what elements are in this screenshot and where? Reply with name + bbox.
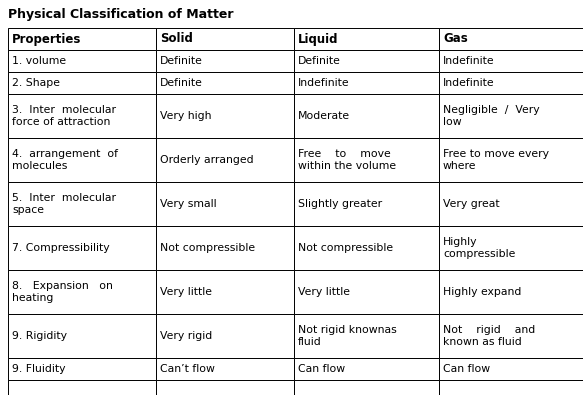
Text: 5.  Inter  molecular
space: 5. Inter molecular space [12, 193, 116, 215]
Bar [8, 50, 156, 72]
Text: Physical Classification of Matter: Physical Classification of Matter [8, 8, 234, 21]
Text: Not compressible: Not compressible [160, 243, 255, 253]
Bar [156, 270, 294, 314]
Bar [8, 182, 156, 226]
Text: Definite: Definite [160, 78, 203, 88]
Bar [156, 28, 294, 50]
Text: Slightly greater: Slightly greater [298, 199, 382, 209]
Text: Negligible  /  Very
low: Negligible / Very low [443, 105, 540, 127]
Text: Very high: Very high [160, 111, 212, 121]
Bar [8, 270, 156, 314]
Bar [439, 226, 583, 270]
Text: Moderate: Moderate [298, 111, 350, 121]
Text: Solid: Solid [160, 32, 193, 45]
Text: Can’t flow: Can’t flow [160, 364, 215, 374]
Text: Very little: Very little [298, 287, 350, 297]
Text: Liquid: Liquid [298, 32, 339, 45]
Text: Free    to    move
within the volume: Free to move within the volume [298, 149, 396, 171]
Bar [156, 380, 294, 395]
Bar [439, 138, 583, 182]
Text: Can flow: Can flow [298, 364, 345, 374]
Text: Indefinite: Indefinite [443, 78, 494, 88]
Text: Not compressible: Not compressible [298, 243, 393, 253]
Bar [8, 28, 156, 50]
Text: Orderly arranged: Orderly arranged [160, 155, 254, 165]
Text: Highly expand: Highly expand [443, 287, 521, 297]
Bar [294, 28, 439, 50]
Bar [156, 50, 294, 72]
Bar [156, 182, 294, 226]
Bar [8, 226, 156, 270]
Text: 8.   Expansion   on
heating: 8. Expansion on heating [12, 281, 113, 303]
Text: Highly
compressible: Highly compressible [443, 237, 515, 259]
Text: Definite: Definite [160, 56, 203, 66]
Bar [439, 380, 583, 395]
Text: 4.  arrangement  of
molecules: 4. arrangement of molecules [12, 149, 118, 171]
Text: Very rigid: Very rigid [160, 331, 212, 341]
Bar [294, 358, 439, 380]
Bar [8, 314, 156, 358]
Bar [156, 358, 294, 380]
Text: Can flow: Can flow [443, 364, 490, 374]
Text: Very great: Very great [443, 199, 500, 209]
Bar [439, 314, 583, 358]
Text: Free to move every
where: Free to move every where [443, 149, 549, 171]
Text: Indefinite: Indefinite [443, 56, 494, 66]
Bar [439, 28, 583, 50]
Bar [439, 72, 583, 94]
Text: Gas: Gas [443, 32, 468, 45]
Bar [439, 50, 583, 72]
Bar [294, 380, 439, 395]
Bar [8, 72, 156, 94]
Bar [294, 138, 439, 182]
Bar [156, 138, 294, 182]
Text: Properties: Properties [12, 32, 82, 45]
Bar [294, 72, 439, 94]
Bar [294, 50, 439, 72]
Bar [439, 358, 583, 380]
Text: 9. Rigidity: 9. Rigidity [12, 331, 67, 341]
Bar [294, 94, 439, 138]
Text: 1. volume: 1. volume [12, 56, 66, 66]
Bar [439, 94, 583, 138]
Text: Indefinite: Indefinite [298, 78, 350, 88]
Text: 7. Compressibility: 7. Compressibility [12, 243, 110, 253]
Bar [294, 270, 439, 314]
Text: Very small: Very small [160, 199, 217, 209]
Bar [294, 226, 439, 270]
Text: 2. Shape: 2. Shape [12, 78, 60, 88]
Bar [8, 94, 156, 138]
Bar [8, 380, 156, 395]
Text: Very little: Very little [160, 287, 212, 297]
Bar [156, 314, 294, 358]
Bar [8, 358, 156, 380]
Bar [439, 270, 583, 314]
Bar [439, 182, 583, 226]
Text: Definite: Definite [298, 56, 341, 66]
Bar [156, 226, 294, 270]
Bar [156, 94, 294, 138]
Text: Not rigid knownas
fluid: Not rigid knownas fluid [298, 325, 397, 347]
Bar [8, 138, 156, 182]
Bar [156, 72, 294, 94]
Text: 9. Fluidity: 9. Fluidity [12, 364, 65, 374]
Text: 3.  Inter  molecular
force of attraction: 3. Inter molecular force of attraction [12, 105, 116, 127]
Bar [294, 314, 439, 358]
Text: Not    rigid    and
known as fluid: Not rigid and known as fluid [443, 325, 535, 347]
Bar [294, 182, 439, 226]
